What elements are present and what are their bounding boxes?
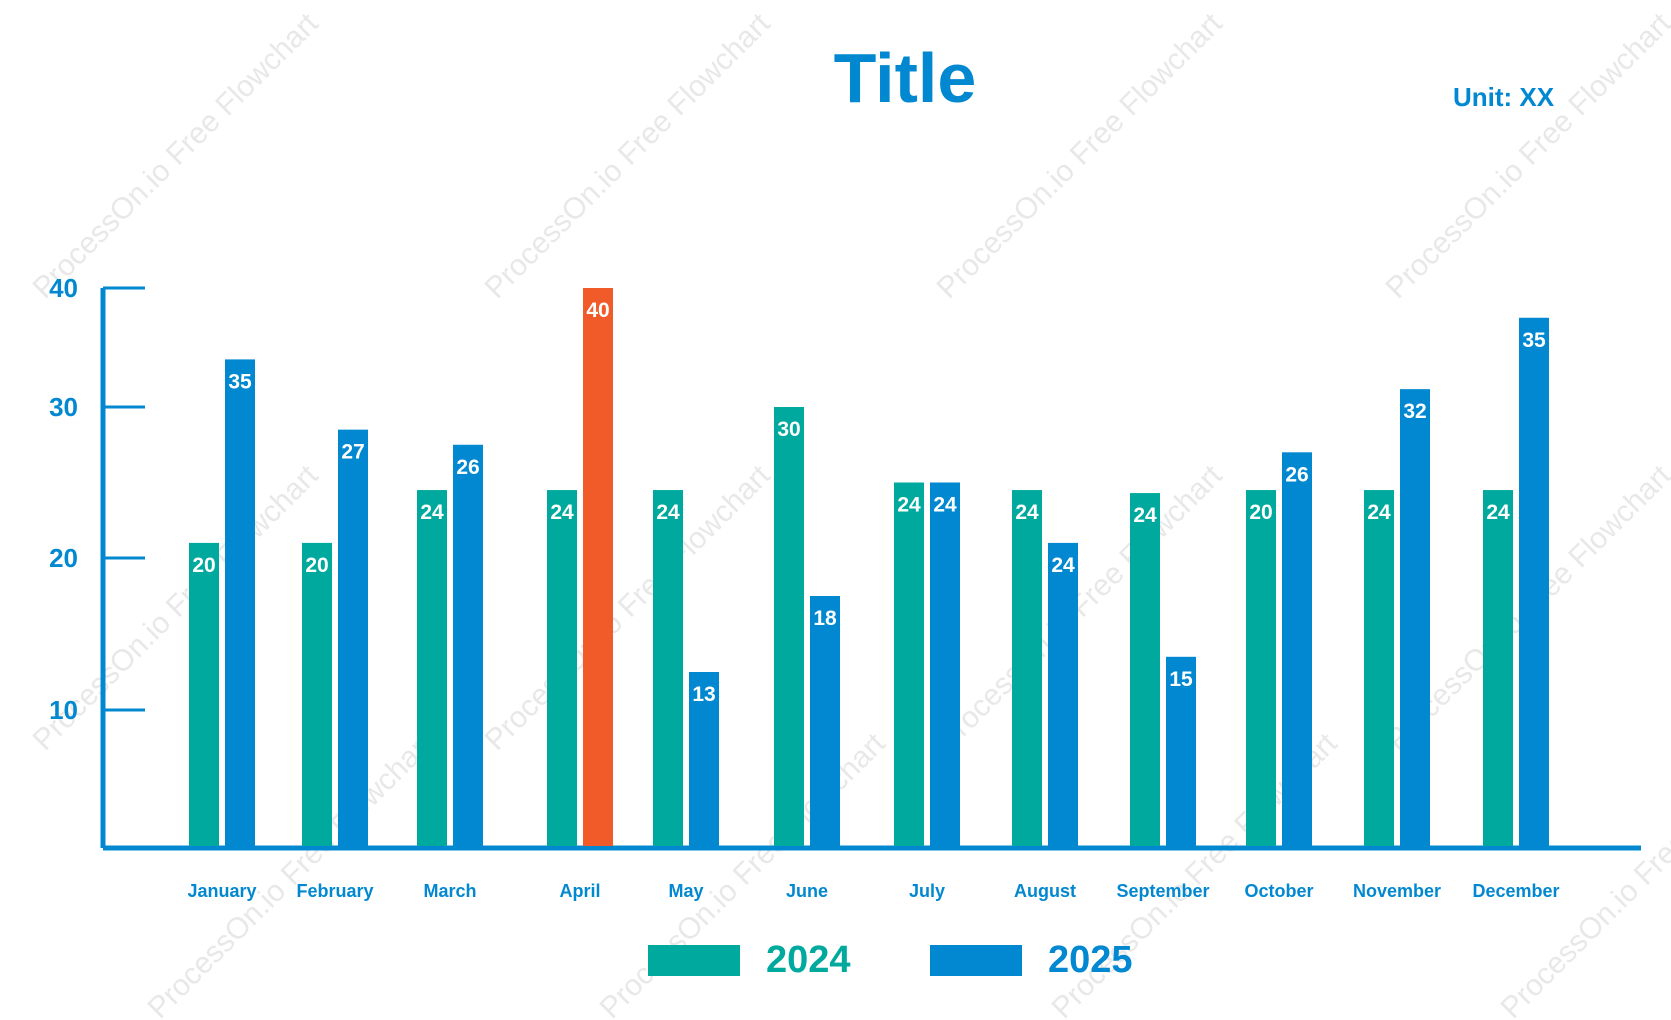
watermark-text: ProcessOn.io Free Flowchart [931,6,1229,304]
legend-label-2024: 2024 [766,938,851,981]
bar-value-label: 24 [1015,501,1039,524]
bar-value-label: 24 [933,494,957,517]
bar-2025-october [1282,452,1312,846]
bar-value-label: 35 [228,370,252,393]
bar-2025-november [1400,389,1430,846]
bar-2024-november [1364,490,1394,846]
bar-2024-june [774,407,804,846]
x-tick-label: August [1014,881,1076,901]
x-tick-label: March [423,881,476,901]
legend-swatch-2025 [930,944,1022,976]
bar-value-label: 24 [1051,554,1075,577]
bar-2025-june [810,596,840,846]
bar-2024-july [894,482,924,846]
x-tick-label: June [786,881,828,901]
y-tick-label: 40 [49,273,78,303]
y-tick-label: 20 [49,543,78,573]
legend-item-2025: 2025 [930,930,1133,990]
watermark-text: ProcessOn.io Free Flowchart [479,6,777,304]
x-tick-label: May [668,881,703,901]
bar-value-label: 32 [1403,400,1426,423]
x-tick-label: November [1353,881,1441,901]
y-tick-label: 10 [49,695,78,725]
bar-2024-december [1483,490,1513,846]
x-tick-label: October [1244,881,1313,901]
bar-2024-september [1130,493,1160,846]
bar-value-label: 18 [813,607,837,630]
legend-item-2024: 2024 [648,930,851,990]
bar-2024-august [1012,490,1042,846]
legend-swatch-2024 [648,944,740,976]
x-tick-label: April [559,881,600,901]
bar-value-label: 27 [341,441,364,464]
bar-2024-october [1246,490,1276,846]
bar-value-label: 24 [1367,501,1391,524]
bar-value-label: 15 [1169,668,1193,691]
bar-2025-july [930,482,960,846]
bar-value-label: 13 [692,683,715,706]
bar-value-label: 26 [1285,463,1308,486]
chart-title: Title [833,39,977,117]
bar-2025-september [1166,656,1196,846]
bar-value-label: 20 [192,554,215,577]
x-tick-label: July [909,881,945,901]
bar-value-label: 40 [586,299,609,322]
legend-label-2025: 2025 [1048,938,1133,981]
bar-2025-may [689,672,719,846]
bar-2024-may [653,490,683,846]
unit-label: Unit: XX [1453,82,1555,112]
bar-value-label: 30 [777,418,800,441]
bar-value-label: 24 [1133,504,1157,527]
bar-value-label: 35 [1522,329,1546,352]
bar-2025-august [1048,542,1078,846]
x-tick-label: December [1472,881,1559,901]
bar-2024-march [417,490,447,846]
x-tick-label: September [1116,881,1209,901]
bar-2025-february [338,429,368,846]
x-tick-label: February [296,881,373,901]
bar-2025-march [453,444,483,846]
watermark-text: ProcessOn.io Free Flowchart [142,726,440,1020]
bar-2025-january [225,359,255,846]
bar-value-label: 24 [897,494,921,517]
bar-value-label: 26 [456,456,479,479]
bar-value-label: 24 [656,501,680,524]
bar-2024-april [547,490,577,846]
bar-2024-february [302,542,332,846]
bar-value-label: 20 [1249,501,1272,524]
bar-value-label: 24 [420,501,444,524]
bar-2025-april [583,288,613,846]
y-tick-label: 30 [49,392,78,422]
bar-value-label: 24 [1486,501,1510,524]
watermark-text: ProcessOn.io Free Flowchart [479,458,777,756]
watermark-text: ProcessOn.io Free Flowchart [1380,6,1671,304]
bar-2025-december [1519,317,1549,846]
bar-2024-january [189,542,219,846]
bar-value-label: 20 [305,554,328,577]
watermark-text: ProcessOn.io Free Flowchart [27,6,325,304]
bar-value-label: 24 [550,501,574,524]
x-tick-label: January [187,881,256,901]
